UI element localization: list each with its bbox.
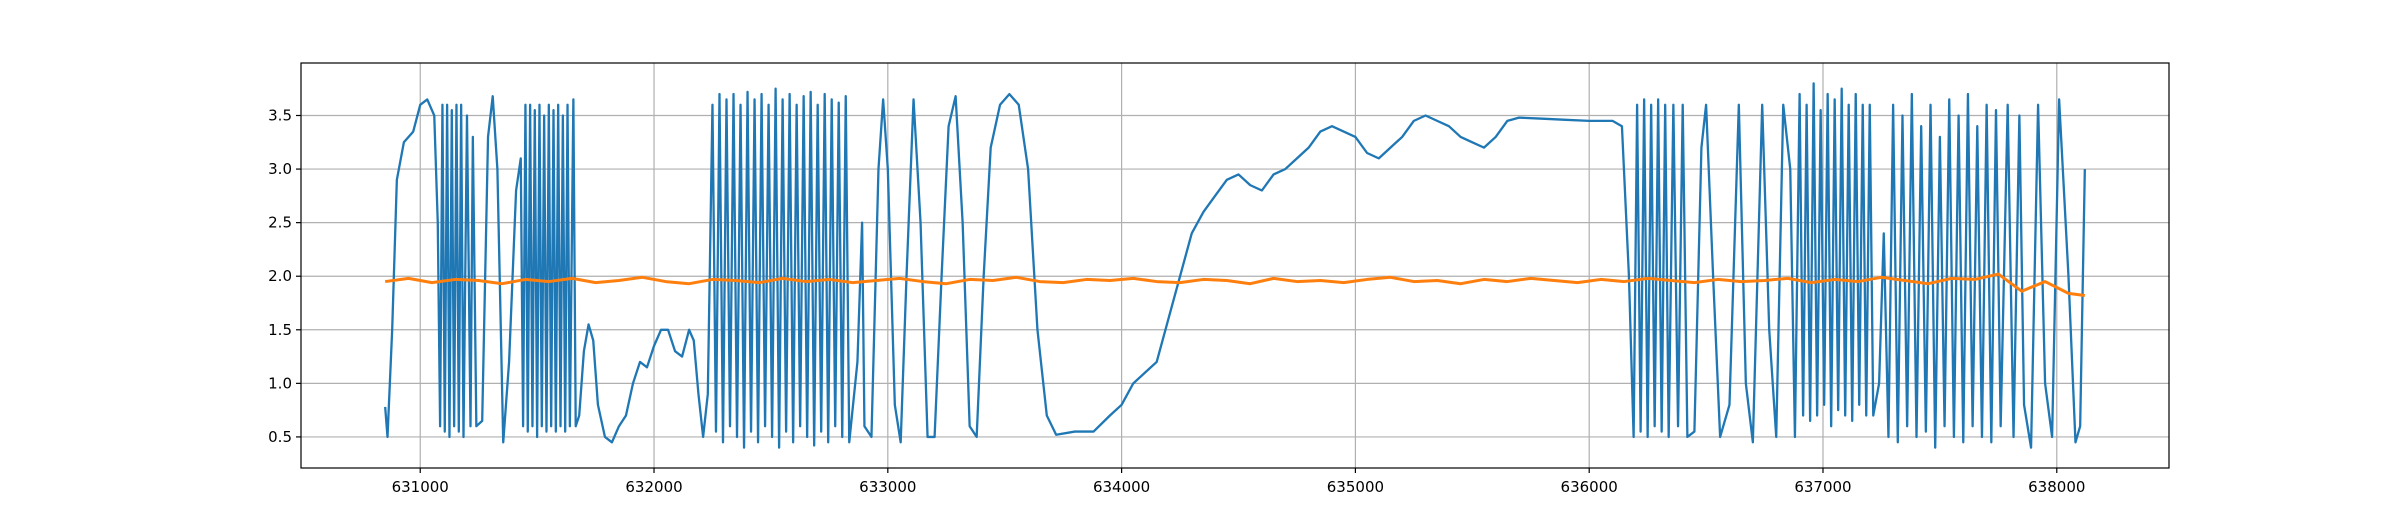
y-tick-label: 2.0 xyxy=(268,267,292,285)
x-tick-label: 634000 xyxy=(1093,478,1150,496)
y-tick-label: 0.5 xyxy=(268,428,292,446)
data-line xyxy=(384,82,2086,449)
data-line xyxy=(384,272,2086,297)
x-tick-label: 632000 xyxy=(625,478,682,496)
x-tick-label: 633000 xyxy=(859,478,916,496)
axes-layer: 631000 632000 633000 634000 635000 636000 6370… xyxy=(268,62,2170,496)
x-tick-label: 631000 xyxy=(392,478,449,496)
y-tick-label: 3.5 xyxy=(268,107,292,125)
y-tick-label: 1.0 xyxy=(268,374,292,392)
y-tick-label: 1.5 xyxy=(268,321,292,339)
lines-layer xyxy=(384,82,2086,449)
x-tick-label: 638000 xyxy=(2028,478,2085,496)
y-tick-label: 2.5 xyxy=(268,214,292,232)
x-tick-label: 636000 xyxy=(1561,478,1618,496)
x-tick-label: 637000 xyxy=(1794,478,1851,496)
x-tick-label: 635000 xyxy=(1327,478,1384,496)
y-tick-label: 3.0 xyxy=(268,160,292,178)
plot-frame xyxy=(300,62,2170,469)
